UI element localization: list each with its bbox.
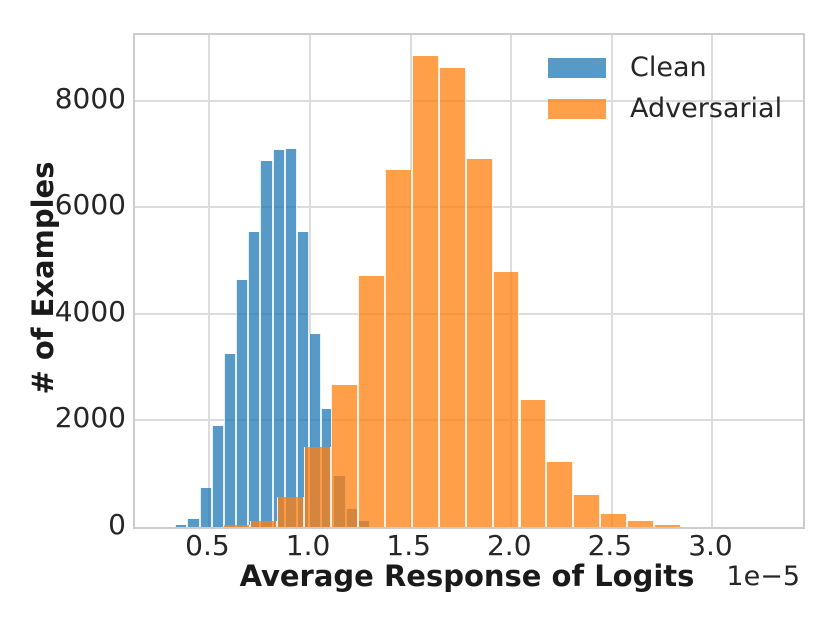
y-gridline bbox=[135, 99, 803, 102]
legend-swatch-clean-icon bbox=[548, 57, 606, 78]
legend-swatch-adversarial-icon bbox=[548, 98, 606, 119]
histogram-bar-adversarial bbox=[411, 56, 439, 527]
histogram-bar-adversarial bbox=[384, 169, 412, 527]
histogram-bar-clean bbox=[248, 232, 261, 527]
histogram-bar-clean bbox=[284, 148, 297, 527]
histogram-bar-adversarial bbox=[330, 385, 358, 527]
histogram-bar-clean bbox=[272, 149, 285, 527]
histogram-bar-clean bbox=[211, 425, 224, 527]
histogram-bar-clean bbox=[175, 525, 188, 527]
y-tick-label: 0 bbox=[108, 508, 126, 541]
x-axis-offset-text: 1e−5 bbox=[726, 561, 800, 592]
y-tick-label: 4000 bbox=[54, 294, 126, 328]
histogram-bar-adversarial bbox=[600, 514, 628, 527]
legend: Clean Adversarial bbox=[548, 47, 782, 129]
x-tick-label: 3.0 bbox=[688, 529, 733, 562]
histogram-bar-adversarial bbox=[222, 524, 250, 527]
x-tick-label: 1.5 bbox=[386, 529, 431, 562]
histogram-bar-adversarial bbox=[465, 159, 493, 527]
histogram-bar-clean bbox=[236, 280, 249, 527]
histogram-bar-adversarial bbox=[492, 272, 520, 527]
x-gridline bbox=[711, 35, 714, 527]
y-tick-label: 6000 bbox=[54, 188, 126, 222]
histogram-bar-adversarial bbox=[303, 447, 331, 527]
histogram-bar-adversarial bbox=[438, 68, 466, 527]
x-tick-label: 2.0 bbox=[486, 529, 532, 562]
x-gridline bbox=[309, 35, 312, 527]
histogram-bar-clean bbox=[223, 353, 237, 527]
y-tick-label: 2000 bbox=[54, 401, 126, 435]
histogram-bar-adversarial bbox=[654, 525, 682, 527]
legend-item-adversarial: Adversarial bbox=[548, 88, 782, 129]
histogram-bar-adversarial bbox=[276, 496, 304, 527]
histogram-bar-clean bbox=[187, 519, 200, 527]
y-tick-label: 8000 bbox=[54, 81, 126, 115]
histogram-bar-adversarial bbox=[357, 276, 385, 527]
histogram-bar-adversarial bbox=[573, 495, 601, 527]
histogram-bar-clean bbox=[199, 487, 212, 527]
legend-item-clean: Clean bbox=[548, 47, 782, 88]
histogram-bar-clean bbox=[260, 161, 273, 527]
histogram-bar-adversarial bbox=[519, 399, 547, 527]
legend-label-adversarial: Adversarial bbox=[630, 93, 783, 124]
x-axis-title: Average Response of Logits bbox=[239, 559, 695, 593]
legend-label-clean: Clean bbox=[630, 52, 707, 83]
histogram-bar-adversarial bbox=[249, 521, 277, 527]
histogram-bar-adversarial bbox=[627, 521, 655, 527]
x-tick-label: 0.5 bbox=[185, 529, 230, 562]
x-gridline bbox=[610, 35, 613, 527]
x-tick-label: 2.5 bbox=[587, 529, 633, 562]
x-gridline bbox=[208, 35, 211, 527]
plot-area bbox=[133, 33, 805, 529]
histogram-bar-adversarial bbox=[546, 461, 574, 527]
x-tick-label: 1.0 bbox=[285, 529, 331, 562]
